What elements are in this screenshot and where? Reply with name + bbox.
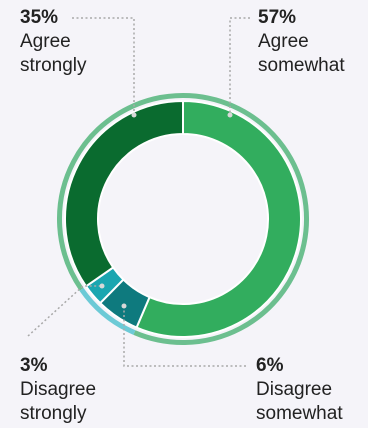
label-value: 3% [20,355,48,376]
label-disagree-somewhat: 6% Disagree somewhat [256,354,343,426]
slice-agree-strongly [64,99,184,288]
label-line-1: Disagree [20,379,97,400]
slice-agree-somewhat [135,99,302,338]
label-agree-somewhat: 57% Agree somewhat [258,6,345,78]
label-line-2: somewhat [256,403,343,424]
leader-agree-somewhat-dot [227,112,233,118]
label-line-1: Disagree [256,379,333,400]
leader-disagree-strongly [27,285,102,337]
label-value: 6% [256,355,284,376]
outer-ring [57,93,309,345]
label-line-1: Agree [258,31,309,52]
leader-agree-strongly [72,17,135,115]
label-line-2: strongly [20,403,87,424]
outer-ring-agree [57,93,309,345]
label-line-2: somewhat [258,55,345,76]
label-value: 35% [20,7,59,28]
leader-agree-somewhat [229,17,250,115]
leader-disagree-somewhat [123,306,246,367]
leader-lines [27,17,250,367]
leader-agree-strongly-dot [131,112,137,118]
donut-slices [64,99,302,338]
leader-disagree-somewhat-dot [121,303,127,309]
leader-disagree-strongly-dot [99,283,105,289]
label-line-2: strongly [20,55,87,76]
label-line-1: Agree [20,31,71,52]
label-disagree-strongly: 3% Disagree strongly [20,354,96,426]
label-agree-strongly: 35% Agree strongly [20,6,87,78]
outer-ring-disagree [79,287,136,335]
label-value: 57% [258,7,297,28]
